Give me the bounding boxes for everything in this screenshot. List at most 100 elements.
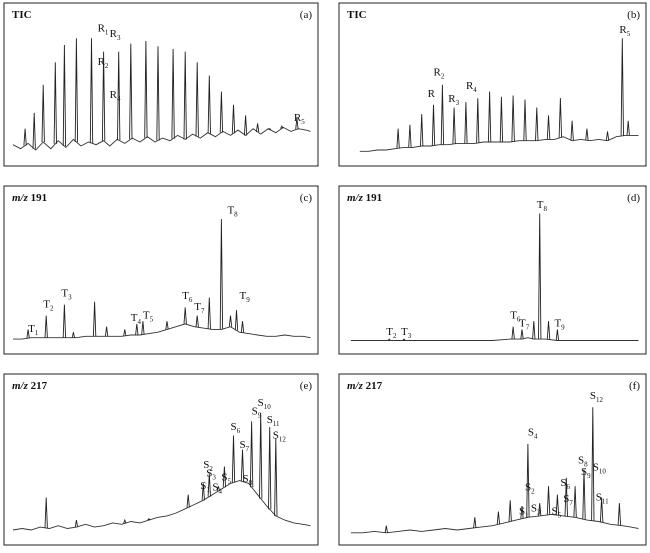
peak [219, 91, 224, 133]
panel-title: TIC [347, 9, 367, 21]
peak [123, 518, 127, 524]
series-line [350, 513, 639, 534]
peak [147, 518, 151, 521]
peak [44, 315, 48, 338]
peak [387, 338, 391, 341]
panel-label: (b) [627, 9, 640, 21]
panel-label: (d) [627, 192, 640, 204]
peak [259, 412, 263, 499]
peak-label: S8 [578, 455, 588, 469]
peak-label: T6 [510, 309, 521, 323]
peak [201, 483, 205, 501]
peak [520, 505, 524, 519]
peak [53, 62, 57, 144]
panel-frame [338, 373, 647, 546]
peak [74, 38, 79, 143]
peak-label: S11 [267, 414, 280, 428]
peak [123, 329, 127, 336]
peak [402, 338, 406, 341]
peak [487, 91, 492, 143]
peak [617, 503, 622, 526]
peak [135, 323, 139, 336]
panel-title: m/z 217 [347, 380, 383, 392]
peak [384, 525, 388, 533]
peak [538, 503, 542, 516]
peak [32, 112, 36, 149]
peak [249, 421, 254, 488]
peak-label: R1 [98, 23, 109, 37]
peak [44, 497, 48, 529]
peak [280, 125, 284, 129]
panel-label: (c) [300, 192, 313, 204]
peak [129, 43, 133, 140]
series-line [350, 337, 639, 341]
peak [452, 107, 456, 144]
peak [240, 449, 245, 482]
peak [195, 62, 199, 137]
peak [396, 128, 400, 149]
peak-label: S2 [203, 459, 213, 473]
peak [555, 329, 560, 341]
peak-label: T6 [182, 290, 193, 304]
peak [231, 104, 236, 134]
peak [89, 38, 94, 144]
peak-label: S3 [531, 503, 541, 517]
peak-label: S4 [528, 426, 538, 440]
peak-label: S1 [519, 505, 529, 519]
peak-label: R3 [448, 93, 459, 107]
peak [26, 329, 30, 339]
series-line [13, 323, 311, 340]
peak-label: S7 [563, 493, 573, 507]
panel-frame [3, 185, 319, 355]
peak [523, 99, 527, 141]
peak [62, 304, 67, 338]
peak [234, 310, 239, 331]
peak [511, 326, 515, 340]
peak [207, 75, 211, 134]
peak [101, 51, 106, 141]
peak [546, 115, 551, 140]
peak [535, 107, 539, 141]
peak-label: S12 [273, 429, 287, 443]
peak [216, 486, 221, 492]
peak [582, 469, 586, 520]
panel-label: (e) [300, 380, 313, 392]
peak [219, 218, 224, 330]
peak [243, 115, 248, 136]
peak-label: T9 [554, 318, 565, 332]
peak-label: S3 [206, 467, 216, 481]
peak-label: T2 [386, 326, 397, 340]
peak [156, 46, 160, 141]
peak [207, 297, 211, 330]
panel-label: (f) [629, 380, 640, 392]
peak [74, 520, 79, 528]
peak [573, 486, 577, 518]
panel-frame [338, 185, 647, 355]
panel-frame [338, 2, 647, 167]
peak-label: S6 [230, 421, 240, 435]
peak [546, 486, 551, 515]
peak [295, 118, 299, 130]
peak-label: R [428, 88, 436, 100]
peak [585, 128, 589, 141]
peak-label: R2 [434, 67, 445, 81]
peak [228, 315, 233, 327]
peak [555, 494, 560, 516]
peak [62, 44, 67, 147]
peak [183, 307, 187, 324]
peak [499, 96, 504, 143]
peak [564, 477, 568, 517]
peak-label: S8 [243, 473, 253, 487]
peak [558, 98, 563, 138]
chart-panel: TIC (b) R2 R R3 R4 R5 [338, 2, 647, 167]
peak-label: T3 [61, 287, 72, 301]
panel-title: m/z 217 [12, 380, 48, 392]
peak-label: R5 [619, 24, 630, 38]
peak-label: S10 [593, 462, 607, 476]
peak [255, 123, 260, 132]
